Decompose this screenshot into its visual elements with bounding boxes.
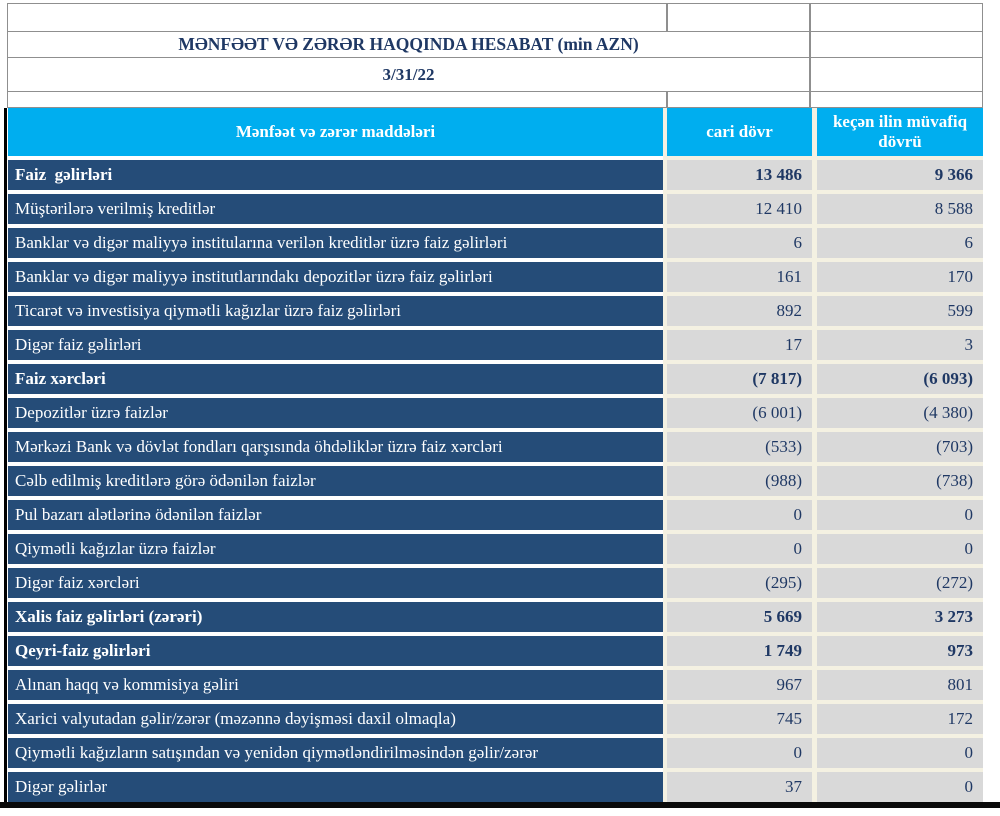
- row-label: Faiz xərcləri: [8, 364, 663, 394]
- table-bottom-border: [0, 802, 1000, 808]
- table-row: Faiz xərcləri (7 817) (6 093): [8, 364, 983, 394]
- empty-cell: [810, 30, 983, 59]
- row-label: Digər gəlirlər: [8, 772, 663, 802]
- empty-cell: [667, 3, 810, 32]
- row-value-previous: 8 588: [817, 194, 983, 224]
- row-label: Alınan haqq və kommisiya gəliri: [8, 670, 663, 700]
- table-row: Alınan haqq və kommisiya gəliri 967 801: [8, 670, 983, 700]
- row-value-previous: 3 273: [817, 602, 983, 632]
- row-value-current: 745: [667, 704, 812, 734]
- row-label: Ticarət və investisiya qiymətli kağızlar…: [8, 296, 663, 326]
- table-row: Faiz gəlirləri 13 486 9 366: [8, 160, 983, 190]
- row-label: Xarici valyutadan gəlir/zərər (məzənnə d…: [8, 704, 663, 734]
- row-label: Müştərilərə verilmiş kreditlər: [8, 194, 663, 224]
- table-row: Banklar və digər maliyyə institularına v…: [8, 228, 983, 258]
- row-label: Mərkəzi Bank və dövlət fondları qarşısın…: [8, 432, 663, 462]
- row-label: Faiz gəlirləri: [8, 160, 663, 190]
- row-value-current: 13 486: [667, 160, 812, 190]
- row-value-current: (7 817): [667, 364, 812, 394]
- row-value-current: (533): [667, 432, 812, 462]
- empty-cell: [667, 90, 810, 108]
- row-value-previous: (6 093): [817, 364, 983, 394]
- table-row: Pul bazarı alətlərinə ödənilən faizlər 0…: [8, 500, 983, 530]
- row-value-current: 17: [667, 330, 812, 360]
- row-value-previous: 973: [817, 636, 983, 666]
- report-date: 3/31/22: [7, 57, 810, 92]
- row-value-current: (6 001): [667, 398, 812, 428]
- table-row: Xalis faiz gəlirləri (zərəri) 5 669 3 27…: [8, 602, 983, 632]
- empty-cell: [810, 3, 983, 32]
- header-current-period: cari dövr: [667, 108, 812, 156]
- table-row: Qiymətli kağızların satışından və yenidə…: [8, 738, 983, 768]
- row-value-previous: 0: [817, 772, 983, 802]
- row-value-current: 161: [667, 262, 812, 292]
- row-value-previous: 172: [817, 704, 983, 734]
- row-value-current: 0: [667, 738, 812, 768]
- header-items: Mənfəət və zərər maddələri: [8, 108, 663, 156]
- row-value-current: (295): [667, 568, 812, 598]
- empty-cell: [810, 90, 983, 108]
- row-label: Qiymətli kağızlar üzrə faizlər: [8, 534, 663, 564]
- row-label: Banklar və digər maliyyə institularına v…: [8, 228, 663, 258]
- row-value-current: 37: [667, 772, 812, 802]
- table-row: Mərkəzi Bank və dövlət fondları qarşısın…: [8, 432, 983, 462]
- row-value-previous: 170: [817, 262, 983, 292]
- table-row: Digər faiz xərcləri (295) (272): [8, 568, 983, 598]
- profit-loss-table: Mənfəət və zərər maddələri cari dövr keç…: [8, 108, 983, 806]
- table-row: Müştərilərə verilmiş kreditlər 12 410 8 …: [8, 194, 983, 224]
- row-label: Xalis faiz gəlirləri (zərəri): [8, 602, 663, 632]
- row-value-previous: (738): [817, 466, 983, 496]
- row-value-current: 892: [667, 296, 812, 326]
- row-value-current: 1 749: [667, 636, 812, 666]
- row-value-previous: (272): [817, 568, 983, 598]
- row-label: Banklar və digər maliyyə institutlarında…: [8, 262, 663, 292]
- row-value-previous: 801: [817, 670, 983, 700]
- table-row: Qeyri-faiz gəlirləri 1 749 973: [8, 636, 983, 666]
- row-label: Qiymətli kağızların satışından və yenidə…: [8, 738, 663, 768]
- table-row: Qiymətli kağızlar üzrə faizlər 0 0: [8, 534, 983, 564]
- table-row: Xarici valyutadan gəlir/zərər (məzənnə d…: [8, 704, 983, 734]
- row-label: Pul bazarı alətlərinə ödənilən faizlər: [8, 500, 663, 530]
- row-label: Depozitlər üzrə faizlər: [8, 398, 663, 428]
- row-value-previous: (4 380): [817, 398, 983, 428]
- row-value-previous: 6: [817, 228, 983, 258]
- empty-cell: [810, 57, 983, 92]
- row-value-current: (988): [667, 466, 812, 496]
- row-value-previous: 0: [817, 500, 983, 530]
- row-label: Digər faiz xərcləri: [8, 568, 663, 598]
- row-value-current: 5 669: [667, 602, 812, 632]
- row-value-previous: 3: [817, 330, 983, 360]
- row-label: Cəlb edilmiş kreditlərə görə ödənilən fa…: [8, 466, 663, 496]
- row-value-current: 0: [667, 534, 812, 564]
- report-title: MƏNFƏƏT VƏ ZƏRƏR HAQQINDA HESABAT (min A…: [7, 30, 810, 59]
- row-value-previous: 599: [817, 296, 983, 326]
- empty-cell: [7, 3, 667, 32]
- row-value-current: 6: [667, 228, 812, 258]
- table-row: Digər faiz gəlirləri 17 3: [8, 330, 983, 360]
- table-row: Digər gəlirlər 37 0: [8, 772, 983, 802]
- table-body: Faiz gəlirləri 13 486 9 366 Müştərilərə …: [8, 160, 983, 802]
- table-row: Ticarət və investisiya qiymətli kağızlar…: [8, 296, 983, 326]
- row-value-previous: (703): [817, 432, 983, 462]
- table-row: Depozitlər üzrə faizlər (6 001) (4 380): [8, 398, 983, 428]
- table-header-row: Mənfəət və zərər maddələri cari dövr keç…: [8, 108, 983, 156]
- table-row: Cəlb edilmiş kreditlərə görə ödənilən fa…: [8, 466, 983, 496]
- table-row: Banklar və digər maliyyə institutlarında…: [8, 262, 983, 292]
- row-value-previous: 9 366: [817, 160, 983, 190]
- row-value-current: 967: [667, 670, 812, 700]
- row-value-previous: 0: [817, 738, 983, 768]
- row-value-previous: 0: [817, 534, 983, 564]
- empty-cell: [7, 90, 667, 108]
- row-value-current: 12 410: [667, 194, 812, 224]
- row-value-current: 0: [667, 500, 812, 530]
- row-label: Digər faiz gəlirləri: [8, 330, 663, 360]
- row-label: Qeyri-faiz gəlirləri: [8, 636, 663, 666]
- table-left-border: [4, 108, 7, 806]
- header-previous-period: keçən ilin müvafiq dövrü: [817, 108, 983, 156]
